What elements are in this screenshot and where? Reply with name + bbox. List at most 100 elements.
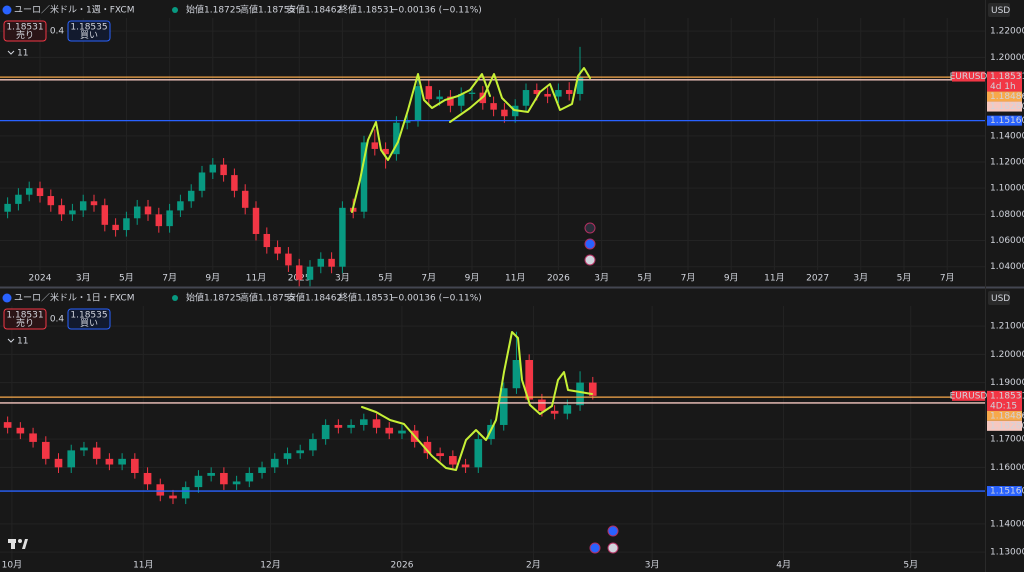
candle-body	[576, 76, 584, 94]
candle-body	[220, 164, 227, 176]
x-tick-label: 2月	[526, 560, 541, 571]
candle-body	[360, 142, 368, 212]
y-tick-label: 1.20000	[990, 350, 1024, 360]
collapse-arrow[interactable]	[7, 338, 15, 343]
candle-body	[382, 148, 389, 155]
event-icon	[607, 542, 619, 554]
candle-body	[576, 382, 584, 406]
symbol-title[interactable]: ユーロ／米ドル・1日・FXCM	[14, 292, 134, 304]
symbol-label: EURUSD	[950, 72, 988, 82]
y-tick-label: 1.06000	[990, 236, 1024, 246]
level-label: 1.18486	[990, 411, 1024, 421]
candle-body	[3, 422, 12, 428]
candle-body	[398, 430, 406, 434]
event-icon	[589, 542, 601, 554]
sell-label[interactable]: 売り	[16, 317, 34, 329]
candle-body	[36, 188, 44, 197]
ohlc-name: 高値	[240, 4, 258, 16]
candle-body	[69, 210, 76, 215]
countdown-label: 4D:15	[990, 401, 1017, 411]
ohlc-value: 1.18725	[204, 294, 241, 304]
last-price-tag	[987, 390, 1022, 411]
candle-body	[328, 258, 335, 267]
candle-body	[112, 224, 119, 231]
currency-label[interactable]: USD	[991, 6, 1010, 16]
market-status	[172, 7, 178, 13]
trend-drawing	[351, 73, 491, 213]
candle-body	[101, 205, 109, 225]
ohlc-value: 1.18462	[305, 6, 342, 16]
sell-price[interactable]: 1.18531	[6, 311, 43, 321]
x-tick-label: 7月	[940, 273, 955, 284]
candle-body	[194, 475, 203, 488]
candle-body	[241, 190, 249, 208]
market-status	[172, 295, 178, 301]
currency-button[interactable]	[988, 291, 1010, 305]
indicators-count[interactable]: 11	[17, 337, 28, 347]
candle-body	[306, 266, 314, 280]
candle-body	[131, 458, 139, 473]
currency-button[interactable]	[988, 3, 1010, 17]
x-tick-label: 5月	[903, 560, 918, 571]
change-value: −0.00136 (−0.11%)	[391, 6, 482, 16]
buy-price[interactable]: 1.18535	[70, 23, 107, 33]
candle-body	[461, 464, 470, 468]
candle-body	[252, 207, 260, 234]
candle-body	[16, 427, 25, 434]
candle-body	[166, 210, 173, 227]
candle-body	[522, 90, 530, 106]
candle-body	[156, 484, 165, 496]
sell-button[interactable]	[3, 308, 47, 330]
level-label: 1.18486	[990, 92, 1024, 102]
buy-label[interactable]: 買い	[80, 318, 98, 329]
ohlc-name: 始値	[186, 292, 204, 304]
sell-price[interactable]: 1.18531	[6, 23, 43, 33]
logo	[8, 539, 28, 549]
y-tick-label: 1.08000	[990, 210, 1024, 220]
candle-body	[385, 427, 394, 434]
y-tick-label: 1.16000	[990, 463, 1024, 473]
candle-body	[4, 203, 11, 212]
candle-body	[555, 90, 562, 97]
buy-label[interactable]: 買い	[80, 30, 98, 41]
symbol-title[interactable]: ユーロ／米ドル・1週・FXCM	[14, 4, 134, 16]
x-tick-label: 11月	[133, 560, 153, 571]
event-icon	[584, 254, 596, 266]
x-tick-label: 3月	[76, 273, 91, 284]
sell-button[interactable]	[3, 20, 47, 42]
candle-body	[317, 258, 325, 267]
x-tick-label: 2026	[547, 274, 570, 284]
candle-body	[80, 447, 88, 451]
buy-button[interactable]	[67, 308, 111, 330]
x-tick-label: 9月	[205, 273, 220, 284]
candle-body	[474, 439, 483, 468]
candle-body	[285, 253, 292, 266]
candle-body	[525, 359, 533, 400]
candle-body	[118, 458, 126, 465]
candle-body	[550, 410, 559, 414]
x-tick-label: 5月	[378, 273, 393, 284]
candle-body	[133, 206, 141, 219]
candle-body	[544, 93, 551, 97]
currency-label[interactable]: USD	[991, 294, 1010, 304]
candle-body	[283, 453, 292, 459]
candle-body	[347, 424, 355, 428]
last-price-label: 1.18531	[990, 391, 1024, 401]
x-tick-label: 3月	[594, 273, 609, 284]
y-tick-label: 1.21000	[990, 322, 1024, 332]
candle-body	[334, 424, 343, 428]
buy-price[interactable]: 1.18535	[70, 311, 107, 321]
collapse-arrow[interactable]	[7, 50, 15, 55]
buy-button[interactable]	[67, 20, 111, 42]
candle-body	[41, 441, 50, 459]
candle-body	[144, 206, 152, 215]
indicators-count[interactable]: 11	[17, 49, 28, 59]
level-tag	[987, 410, 1022, 421]
x-tick-label: 10月	[2, 560, 22, 571]
sell-label[interactable]: 売り	[16, 29, 34, 41]
level-label: 1.15160	[990, 487, 1024, 497]
candle-body	[232, 481, 241, 485]
candle-body	[207, 472, 215, 476]
x-tick-label: 3月	[853, 273, 868, 284]
